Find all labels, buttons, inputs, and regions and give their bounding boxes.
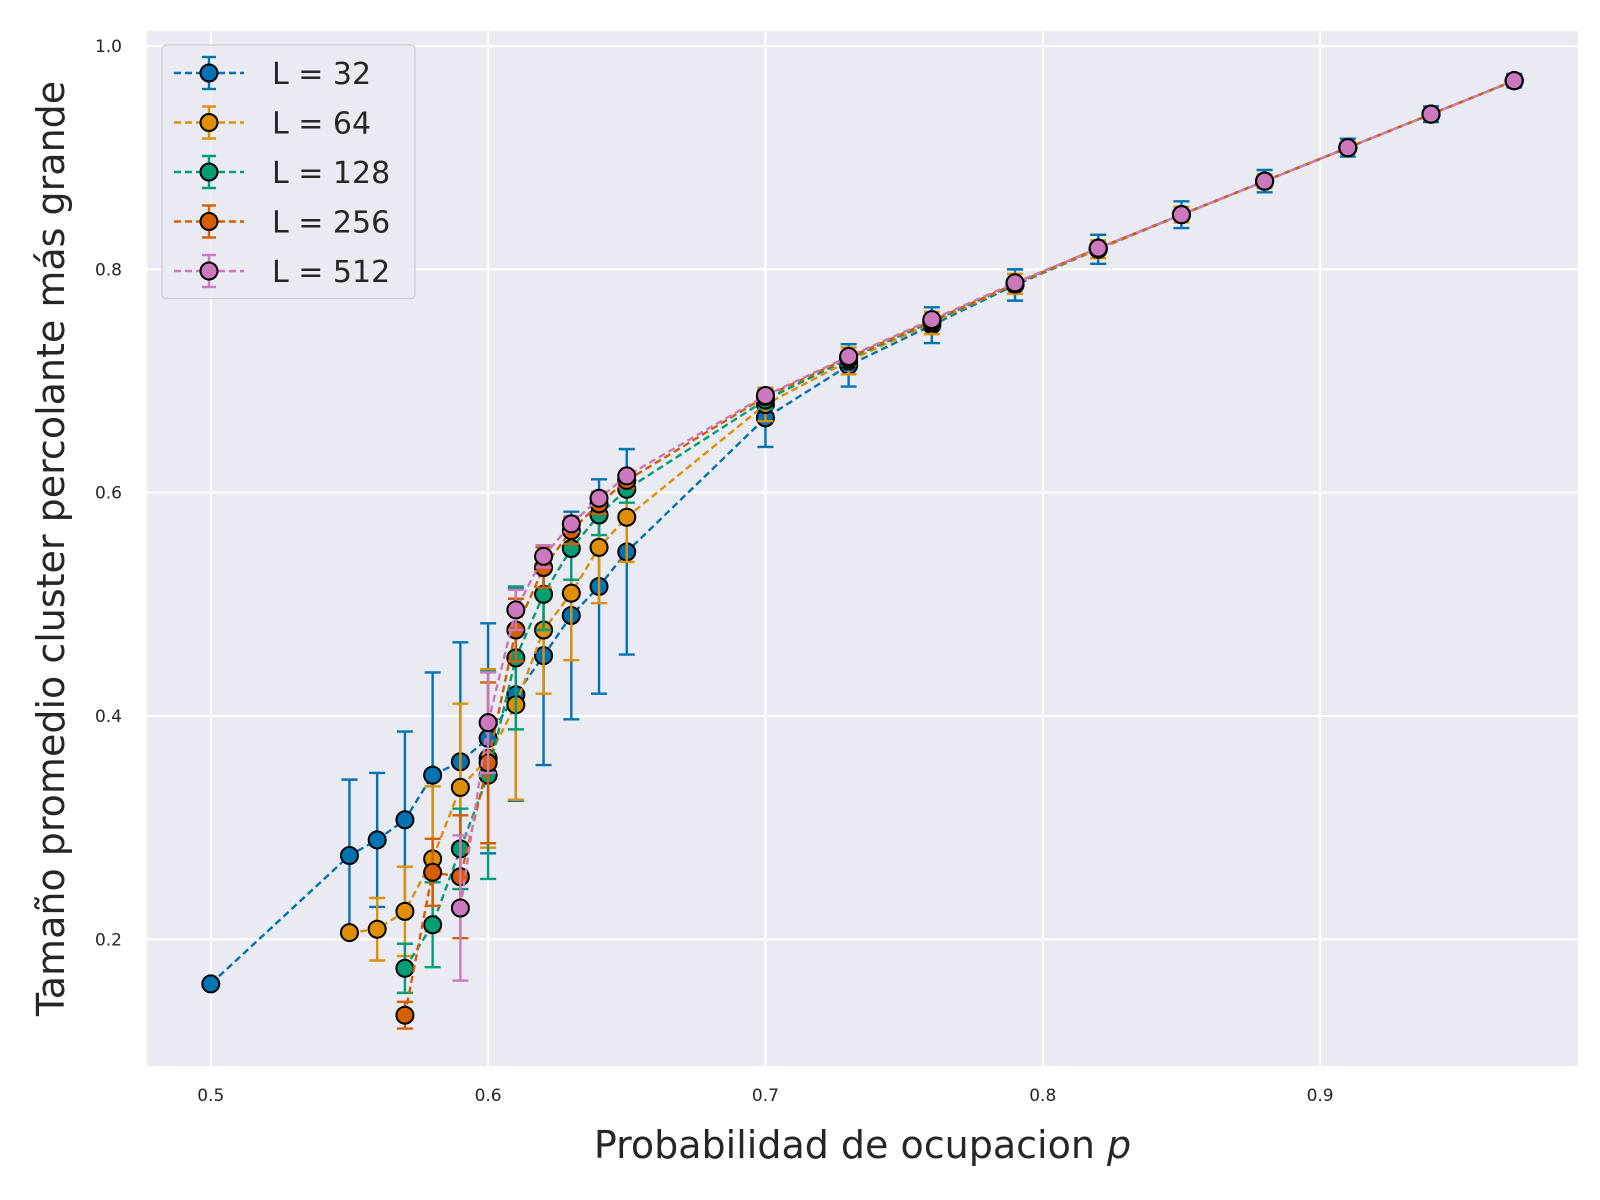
data-point-l-128 bbox=[395, 958, 415, 978]
data-point-l-512 bbox=[450, 898, 470, 918]
legend-marker bbox=[199, 63, 219, 83]
y-tick-label: 0.4 bbox=[95, 707, 122, 727]
legend-box bbox=[161, 44, 416, 300]
y-axis-label: Tamaño promedio cluster percolante más g… bbox=[29, 81, 73, 1017]
x-axis-label: Probabilidad de ocupacion p bbox=[594, 1123, 1131, 1167]
data-point-l-512 bbox=[506, 600, 526, 620]
legend-marker bbox=[199, 212, 219, 231]
data-point-l-128 bbox=[423, 915, 443, 935]
x-axis-ticks: 0.5 0.6 0.7 0.8 0.9 bbox=[197, 1086, 1333, 1106]
y-tick-label: 0.8 bbox=[95, 260, 122, 280]
x-tick-label: 0.6 bbox=[475, 1086, 502, 1106]
legend-label: L = 128 bbox=[272, 156, 390, 191]
legend-marker bbox=[199, 162, 219, 182]
series-l-512 bbox=[450, 71, 1524, 982]
y-tick-label: 1.0 bbox=[95, 37, 122, 57]
data-point-l-64 bbox=[589, 537, 609, 557]
x-tick-label: 0.5 bbox=[197, 1086, 224, 1106]
grid bbox=[147, 31, 1578, 1066]
data-point-l-512 bbox=[561, 514, 581, 534]
x-tick-label: 0.7 bbox=[752, 1086, 779, 1106]
legend-marker bbox=[199, 261, 219, 281]
data-point-l-32 bbox=[201, 974, 221, 994]
data-point-l-512 bbox=[617, 466, 637, 486]
data-point-l-512 bbox=[1005, 273, 1025, 293]
data-point-l-512 bbox=[755, 386, 775, 406]
legend-item-l-256: L = 256 bbox=[174, 204, 390, 241]
data-point-l-512 bbox=[1255, 171, 1275, 191]
data-point-l-512 bbox=[534, 546, 554, 566]
legend-label: L = 64 bbox=[272, 107, 371, 142]
legend-label: L = 512 bbox=[272, 255, 390, 290]
data-point-l-64 bbox=[450, 777, 470, 797]
legend-item-l-128: L = 128 bbox=[174, 154, 390, 191]
y-axis-ticks: 0.2 0.4 0.6 0.8 1.0 bbox=[95, 37, 122, 950]
data-point-l-512 bbox=[478, 713, 498, 733]
data-point-l-256 bbox=[423, 862, 443, 882]
legend-item-l-512: L = 512 bbox=[174, 253, 390, 290]
data-point-l-512 bbox=[1504, 71, 1524, 91]
data-point-l-32 bbox=[339, 846, 359, 866]
series-layer bbox=[201, 71, 1524, 1030]
data-point-l-512 bbox=[839, 346, 859, 366]
data-point-l-512 bbox=[1171, 205, 1191, 225]
y-tick-label: 0.6 bbox=[95, 484, 122, 504]
legend-label: L = 256 bbox=[272, 206, 390, 241]
legend-item-l-32: L = 32 bbox=[174, 55, 371, 92]
data-point-l-512 bbox=[589, 488, 609, 508]
y-tick-label: 0.2 bbox=[95, 930, 122, 950]
legend-item-l-64: L = 64 bbox=[174, 105, 371, 142]
x-axis-label-variable: p bbox=[1106, 1123, 1131, 1167]
legend-marker bbox=[199, 113, 219, 132]
x-axis-label-text: Probabilidad de ocupacion bbox=[594, 1123, 1095, 1167]
x-tick-label: 0.8 bbox=[1029, 1086, 1056, 1106]
x-tick-label: 0.9 bbox=[1307, 1086, 1334, 1106]
data-point-l-64 bbox=[561, 583, 581, 603]
data-point-l-32 bbox=[395, 810, 415, 830]
data-point-l-512 bbox=[1088, 238, 1108, 258]
data-point-l-32 bbox=[367, 830, 387, 850]
legend-label: L = 32 bbox=[272, 57, 371, 92]
data-point-l-256 bbox=[395, 1005, 415, 1025]
data-point-l-512 bbox=[1421, 104, 1441, 124]
data-point-l-64 bbox=[395, 901, 415, 921]
data-point-l-32 bbox=[423, 765, 443, 785]
data-point-l-64 bbox=[617, 507, 637, 527]
data-point-l-64 bbox=[367, 919, 387, 939]
data-point-l-512 bbox=[922, 310, 942, 330]
legend: L = 32 L = 64 L = 128 L = 256 L = 512 bbox=[161, 44, 416, 300]
data-point-l-512 bbox=[1338, 138, 1358, 158]
data-point-l-64 bbox=[339, 923, 359, 943]
